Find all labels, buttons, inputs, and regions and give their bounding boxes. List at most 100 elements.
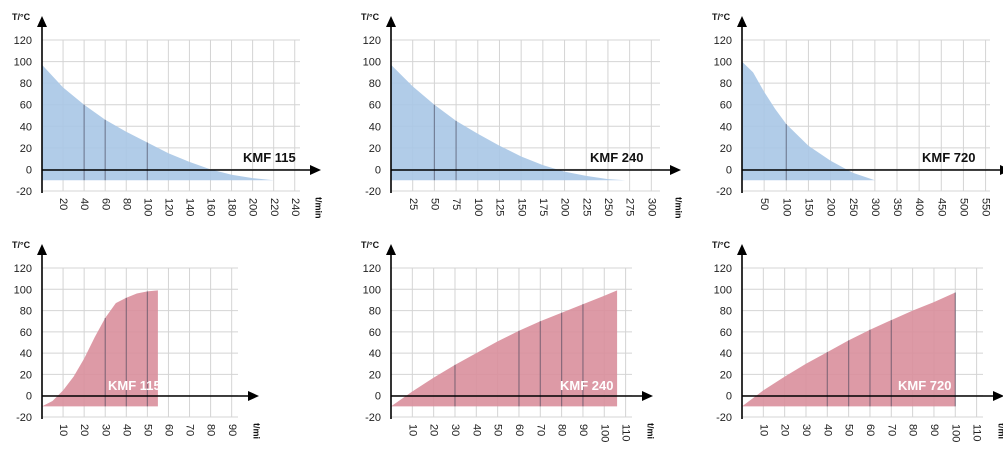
y-axis-label: T/°C xyxy=(712,12,731,22)
chart-panel: 120 100 80 60 40 20 0 -20 10 20 30 40 50 60 70 80 90 100 1… xyxy=(712,240,1003,442)
x-tick-label: 180 xyxy=(226,198,238,216)
x-tick-label: 100 xyxy=(598,424,610,442)
x-axis-arrow xyxy=(642,391,653,401)
x-tick-label: 80 xyxy=(120,198,132,210)
y-tick-label: 40 xyxy=(20,348,32,360)
x-tick-label: 100 xyxy=(949,424,961,442)
y-axis-arrow xyxy=(386,16,396,27)
x-axis-label: t/min xyxy=(674,197,684,219)
y-tick-label: -20 xyxy=(16,186,32,198)
x-tick-label: 60 xyxy=(864,424,876,436)
y-tick-label: 0 xyxy=(375,391,381,403)
y-tick-label: 0 xyxy=(26,391,32,403)
y-axis-arrow xyxy=(737,244,747,255)
x-axis-arrow xyxy=(670,165,681,175)
y-tick-label: -20 xyxy=(365,186,381,198)
x-tick-label: 75 xyxy=(450,198,462,210)
x-tick-label: 300 xyxy=(869,198,881,216)
x-tick-label: 40 xyxy=(821,424,833,436)
x-tick-label: 10 xyxy=(757,424,769,436)
y-tick-label: 40 xyxy=(369,121,381,133)
x-tick-label: 10 xyxy=(57,424,69,436)
x-tick-label: 400 xyxy=(913,198,925,216)
x-tick-label: 220 xyxy=(268,198,280,216)
x-tick-label: 500 xyxy=(958,198,970,216)
area-series xyxy=(42,290,158,407)
y-axis-arrow xyxy=(37,16,47,27)
y-tick-label: 60 xyxy=(20,100,32,112)
y-tick-label: 120 xyxy=(714,35,732,47)
x-tick-label: 20 xyxy=(428,424,440,436)
y-axis-label: T/°C xyxy=(712,240,731,250)
y-tick-label: 80 xyxy=(720,78,732,90)
y-tick-label: 120 xyxy=(363,35,381,47)
y-tick-label: 20 xyxy=(720,143,732,155)
x-tick-label: 250 xyxy=(602,198,614,216)
x-tick-label: 300 xyxy=(645,198,657,216)
x-tick-label: 225 xyxy=(580,198,592,216)
series-label: KMF 240 xyxy=(560,378,613,393)
x-tick-label: 150 xyxy=(515,198,527,216)
y-axis-arrow xyxy=(37,244,47,255)
y-tick-label: 80 xyxy=(369,306,381,318)
y-axis-arrow xyxy=(386,244,396,255)
y-tick-label: 60 xyxy=(369,100,381,112)
y-axis-arrow xyxy=(737,16,747,27)
x-tick-label: 60 xyxy=(99,198,111,210)
x-axis-arrow xyxy=(310,165,321,175)
x-tick-label: 70 xyxy=(534,424,546,436)
x-tick-label: 50 xyxy=(843,424,855,436)
x-axis-arrow xyxy=(993,391,1003,401)
x-tick-label: 70 xyxy=(885,424,897,436)
x-tick-label: 140 xyxy=(184,198,196,216)
x-axis-label: t/mi xyxy=(997,423,1003,439)
x-tick-label: 60 xyxy=(513,424,525,436)
y-tick-label: 60 xyxy=(720,327,732,339)
x-tick-label: 40 xyxy=(470,424,482,436)
x-tick-label: 30 xyxy=(800,424,812,436)
area-series xyxy=(391,64,626,181)
y-axis-label: T/°C xyxy=(12,240,31,250)
x-axis-label: t/mi xyxy=(252,423,262,439)
y-tick-label: 80 xyxy=(20,78,32,90)
x-tick-label: 90 xyxy=(226,424,238,436)
y-tick-label: 100 xyxy=(363,284,381,296)
x-tick-label: 160 xyxy=(205,198,217,216)
y-tick-label: 60 xyxy=(369,327,381,339)
series-label: KMF 115 xyxy=(108,378,161,393)
x-tick-label: 200 xyxy=(559,198,571,216)
chart-panel: 120 100 80 60 40 20 0 -20 10 20 30 40 50 60 70 80 90 100 1… xyxy=(361,240,656,442)
y-tick-label: 100 xyxy=(714,57,732,69)
x-tick-label: 80 xyxy=(205,424,217,436)
x-axis-arrow xyxy=(248,391,259,401)
x-tick-label: 10 xyxy=(406,424,418,436)
x-tick-label: 20 xyxy=(78,424,90,436)
area-series xyxy=(391,290,618,407)
y-tick-label: 0 xyxy=(375,164,381,176)
x-tick-label: 40 xyxy=(78,198,90,210)
y-tick-label: 60 xyxy=(720,100,732,112)
x-tick-label: 350 xyxy=(891,198,903,216)
y-tick-label: -20 xyxy=(365,412,381,424)
y-tick-label: 40 xyxy=(720,348,732,360)
chart-panel: 120 100 80 60 40 20 0 -20 10 20 30 40 50 60 70 80 90 T/°C… xyxy=(12,240,262,439)
y-axis-label: T/°C xyxy=(361,12,380,22)
x-tick-label: 200 xyxy=(247,198,259,216)
x-tick-label: 20 xyxy=(779,424,791,436)
x-tick-label: 50 xyxy=(758,198,770,210)
x-tick-label: 50 xyxy=(428,198,440,210)
x-tick-label: 80 xyxy=(907,424,919,436)
series-label: KMF 115 xyxy=(243,150,296,165)
x-tick-label: 50 xyxy=(141,424,153,436)
x-tick-label: 100 xyxy=(472,198,484,216)
y-tick-label: 80 xyxy=(720,306,732,318)
y-tick-label: 20 xyxy=(20,369,32,381)
y-tick-label: 20 xyxy=(20,143,32,155)
x-axis-label: t/mi xyxy=(646,423,656,439)
y-tick-label: 40 xyxy=(720,121,732,133)
x-tick-label: 60 xyxy=(163,424,175,436)
